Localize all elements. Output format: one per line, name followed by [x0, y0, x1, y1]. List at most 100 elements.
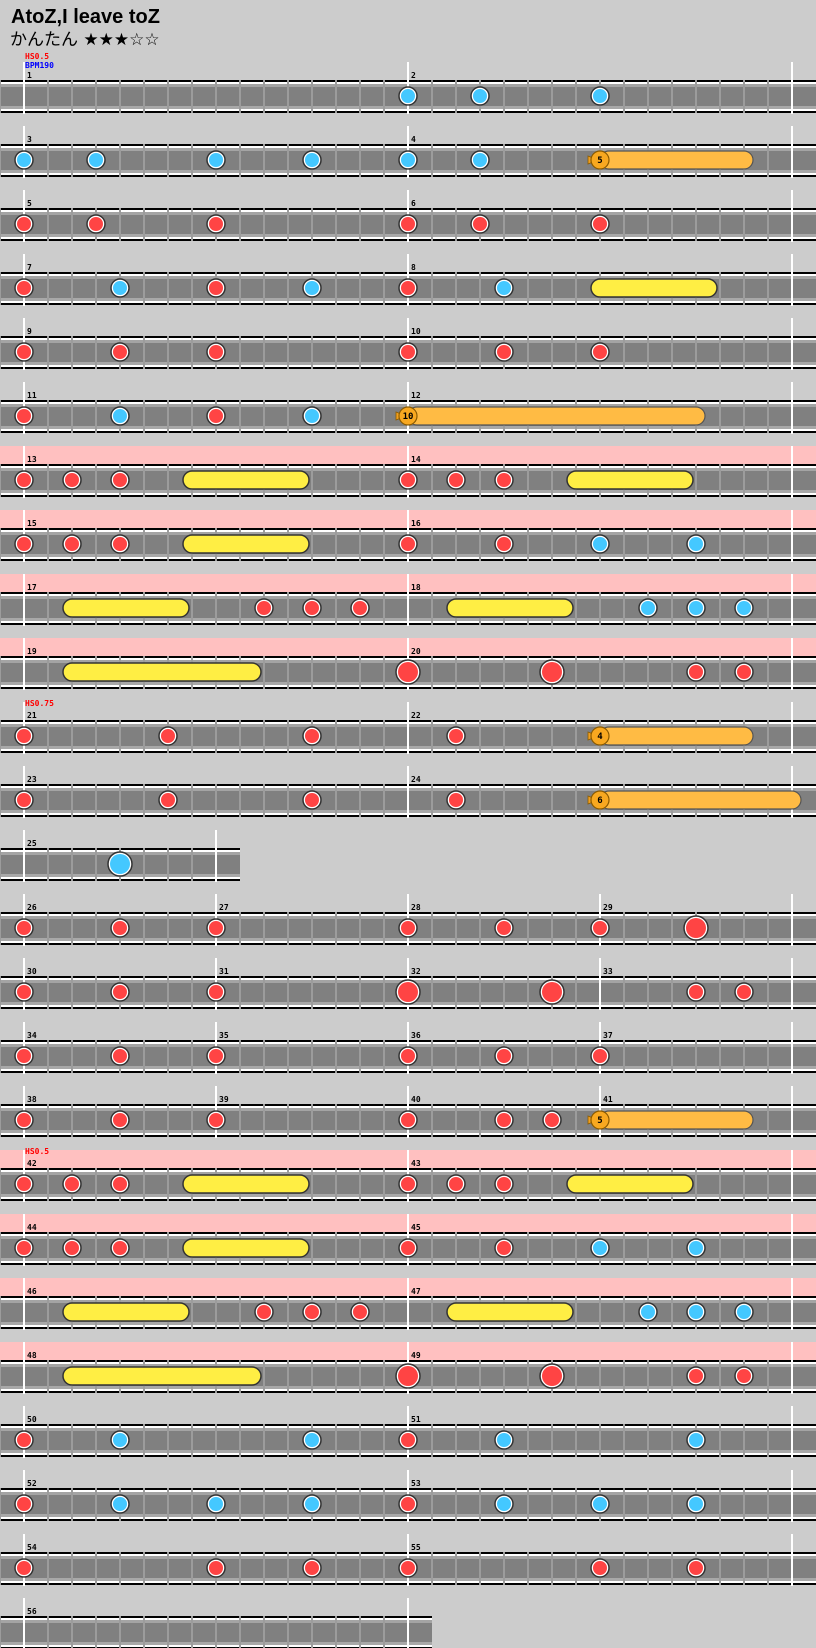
beat-line — [191, 144, 193, 177]
beat-line — [191, 1616, 193, 1648]
barline — [791, 446, 793, 498]
balloon: 10 — [395, 406, 706, 426]
beat-line — [359, 336, 361, 369]
note-face — [497, 1113, 511, 1127]
beat-line — [335, 208, 337, 241]
beat-line — [479, 336, 481, 369]
beat-line — [95, 1104, 97, 1137]
score-row: 34 35 36 37 — [0, 1022, 816, 1074]
don-note — [734, 982, 754, 1002]
ka-note — [686, 534, 706, 554]
ka-note — [110, 1430, 130, 1450]
note-face — [401, 153, 415, 167]
beat-line — [359, 912, 361, 945]
beat-line — [239, 912, 241, 945]
barline — [791, 1086, 793, 1138]
beat-line — [95, 976, 97, 1009]
measure-number: 48 — [27, 1351, 37, 1360]
drumroll — [62, 1366, 262, 1386]
beat-line — [695, 336, 697, 369]
barline — [23, 1598, 25, 1648]
beat-line — [743, 80, 745, 113]
don-note — [14, 406, 34, 426]
don-note — [110, 534, 130, 554]
beat-line — [119, 208, 121, 241]
measure-number: 9 — [27, 327, 32, 336]
beat-line — [287, 400, 289, 433]
beat-line — [671, 1232, 673, 1265]
beat-line — [575, 1040, 577, 1073]
beat-line — [551, 80, 553, 113]
note-face — [737, 1369, 751, 1383]
beat-line — [71, 1104, 73, 1137]
barline — [791, 1150, 793, 1202]
don-note — [206, 1110, 226, 1130]
score-row: 3 4 5 — [0, 126, 816, 178]
measure-number: 42 — [27, 1159, 37, 1168]
note-face — [401, 473, 415, 487]
beat-line — [359, 784, 361, 817]
note-face — [17, 1241, 31, 1255]
note-face — [401, 1561, 415, 1575]
don-note — [734, 662, 754, 682]
beat-line — [383, 1104, 385, 1137]
don-note — [62, 534, 82, 554]
don-note — [14, 726, 34, 746]
beat-line — [719, 1168, 721, 1201]
beat-line — [47, 720, 49, 753]
beat-line — [311, 464, 313, 497]
don-note — [14, 1238, 34, 1258]
beat-line — [311, 1168, 313, 1201]
beat-line — [263, 1040, 265, 1073]
score-row: 30 31 32 33 — [0, 958, 816, 1010]
note-face — [542, 982, 562, 1002]
note-face — [305, 1433, 319, 1447]
beat-line — [623, 592, 625, 625]
beat-line — [551, 1488, 553, 1521]
beat-line — [431, 80, 433, 113]
beat-line — [311, 912, 313, 945]
note-face — [689, 985, 703, 999]
beat-line — [767, 1488, 769, 1521]
note-face — [113, 1177, 127, 1191]
don-note — [14, 470, 34, 490]
note-face — [401, 345, 415, 359]
measure-number: 21 — [27, 711, 37, 720]
beat-line — [263, 976, 265, 1009]
score-row: 50 51 — [0, 1406, 816, 1458]
note-face — [257, 1305, 271, 1319]
beat-line — [719, 80, 721, 113]
beat-line — [359, 400, 361, 433]
beat-line — [95, 912, 97, 945]
beat-line — [551, 208, 553, 241]
measure-number: 41 — [603, 1095, 613, 1104]
beat-line — [191, 272, 193, 305]
measure-number: 46 — [27, 1287, 37, 1296]
beat-line — [359, 1040, 361, 1073]
difficulty-line: かんたん ★★★☆☆ — [10, 31, 160, 50]
beat-line — [335, 80, 337, 113]
beat-line — [527, 80, 529, 113]
beat-line — [239, 1424, 241, 1457]
beat-line — [143, 1424, 145, 1457]
don-note — [14, 534, 34, 554]
score-row: 9 10 — [0, 318, 816, 370]
beat-line — [359, 80, 361, 113]
beat-line — [743, 528, 745, 561]
balloon-head — [398, 406, 418, 426]
don-note — [206, 278, 226, 298]
don-note — [494, 1174, 514, 1194]
beat-line — [191, 1552, 193, 1585]
beat-line — [383, 80, 385, 113]
beat-line — [575, 208, 577, 241]
beat-line — [671, 592, 673, 625]
beat-line — [431, 272, 433, 305]
beat-line — [383, 144, 385, 177]
beat-line — [767, 1168, 769, 1201]
don-note — [14, 1558, 34, 1578]
beat-line — [191, 336, 193, 369]
beat-line — [455, 976, 457, 1009]
note-face — [209, 345, 223, 359]
beat-line — [383, 1488, 385, 1521]
don-note — [398, 278, 418, 298]
